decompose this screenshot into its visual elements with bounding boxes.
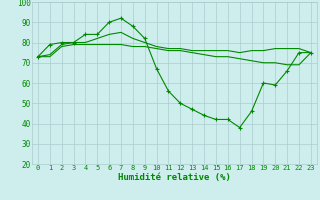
X-axis label: Humidité relative (%): Humidité relative (%): [118, 173, 231, 182]
